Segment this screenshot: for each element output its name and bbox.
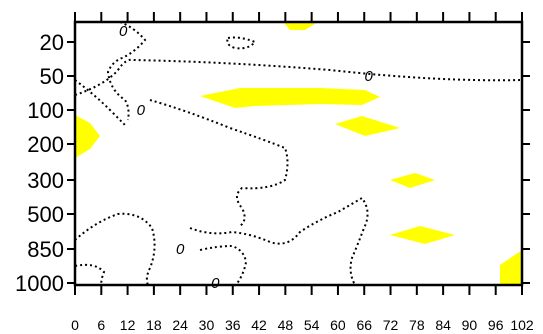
y-tick-label-500: 500 bbox=[27, 202, 64, 227]
contour-label-2: 0 bbox=[137, 102, 146, 119]
contour-lines bbox=[74, 21, 523, 286]
x-tick-label-6: 6 bbox=[97, 317, 105, 333]
x-ticks: 0 6 12 18 24 30 36 42 48 54 60 66 72 78 84 90 96 102 bbox=[71, 12, 534, 333]
y-ticks: 20 50 100 200 300 500 850 1000 bbox=[15, 30, 530, 296]
x-tick-label-42: 42 bbox=[251, 317, 267, 333]
x-tick-label-102: 102 bbox=[510, 317, 534, 333]
x-tick-label-0: 0 bbox=[71, 317, 79, 333]
shaded-regions bbox=[75, 22, 522, 285]
region-bottom-right-corner bbox=[500, 250, 522, 285]
x-tick-label-30: 30 bbox=[199, 317, 215, 333]
x-tick-label-12: 12 bbox=[120, 317, 136, 333]
x-tick-label-36: 36 bbox=[225, 317, 241, 333]
contour-lower-left bbox=[74, 212, 156, 286]
x-tick-label-90: 90 bbox=[462, 317, 478, 333]
x-tick-label-72: 72 bbox=[383, 317, 399, 333]
region-right-mid bbox=[390, 173, 435, 188]
x-tick-label-60: 60 bbox=[330, 317, 346, 333]
y-tick-label-200: 200 bbox=[27, 132, 64, 157]
contour-mid bbox=[149, 99, 289, 227]
y-tick-label-20: 20 bbox=[40, 30, 64, 55]
x-tick-label-18: 18 bbox=[146, 317, 162, 333]
y-tick-label-1000: 1000 bbox=[15, 271, 64, 296]
contour-label-1: 0 bbox=[364, 68, 373, 85]
contour-left-diag bbox=[74, 79, 126, 126]
plot-frame bbox=[73, 20, 524, 287]
y-tick-label-50: 50 bbox=[40, 64, 64, 89]
y-tick-label-850: 850 bbox=[27, 237, 64, 262]
x-tick-label-24: 24 bbox=[172, 317, 188, 333]
x-tick-label-48: 48 bbox=[278, 317, 294, 333]
contour-label-4: 0 bbox=[211, 275, 220, 292]
contour-small-loop bbox=[226, 36, 257, 50]
region-left-edge bbox=[75, 115, 100, 158]
x-tick-label-66: 66 bbox=[356, 317, 372, 333]
x-tick-label-96: 96 bbox=[488, 317, 504, 333]
x-tick-label-54: 54 bbox=[304, 317, 320, 333]
region-upper-band bbox=[200, 88, 380, 108]
region-right-lower bbox=[390, 226, 455, 244]
region-top-center bbox=[283, 22, 318, 30]
contour-bottom-left bbox=[74, 263, 106, 286]
x-tick-label-78: 78 bbox=[409, 317, 425, 333]
y-tick-label-300: 300 bbox=[27, 168, 64, 193]
region-right-upper bbox=[335, 116, 400, 136]
x-tick-label-84: 84 bbox=[435, 317, 451, 333]
contour-labels: 0 0 0 0 0 bbox=[119, 23, 373, 292]
y-tick-label-100: 100 bbox=[27, 98, 64, 123]
contour-lower-loop bbox=[199, 244, 248, 286]
plot-border bbox=[73, 20, 524, 287]
contour-label-3: 0 bbox=[176, 241, 185, 258]
contour-upper bbox=[74, 58, 523, 96]
contour-label-0: 0 bbox=[119, 23, 128, 40]
contour-lower-mid bbox=[189, 196, 369, 286]
contour-top-left-loop bbox=[106, 21, 147, 121]
